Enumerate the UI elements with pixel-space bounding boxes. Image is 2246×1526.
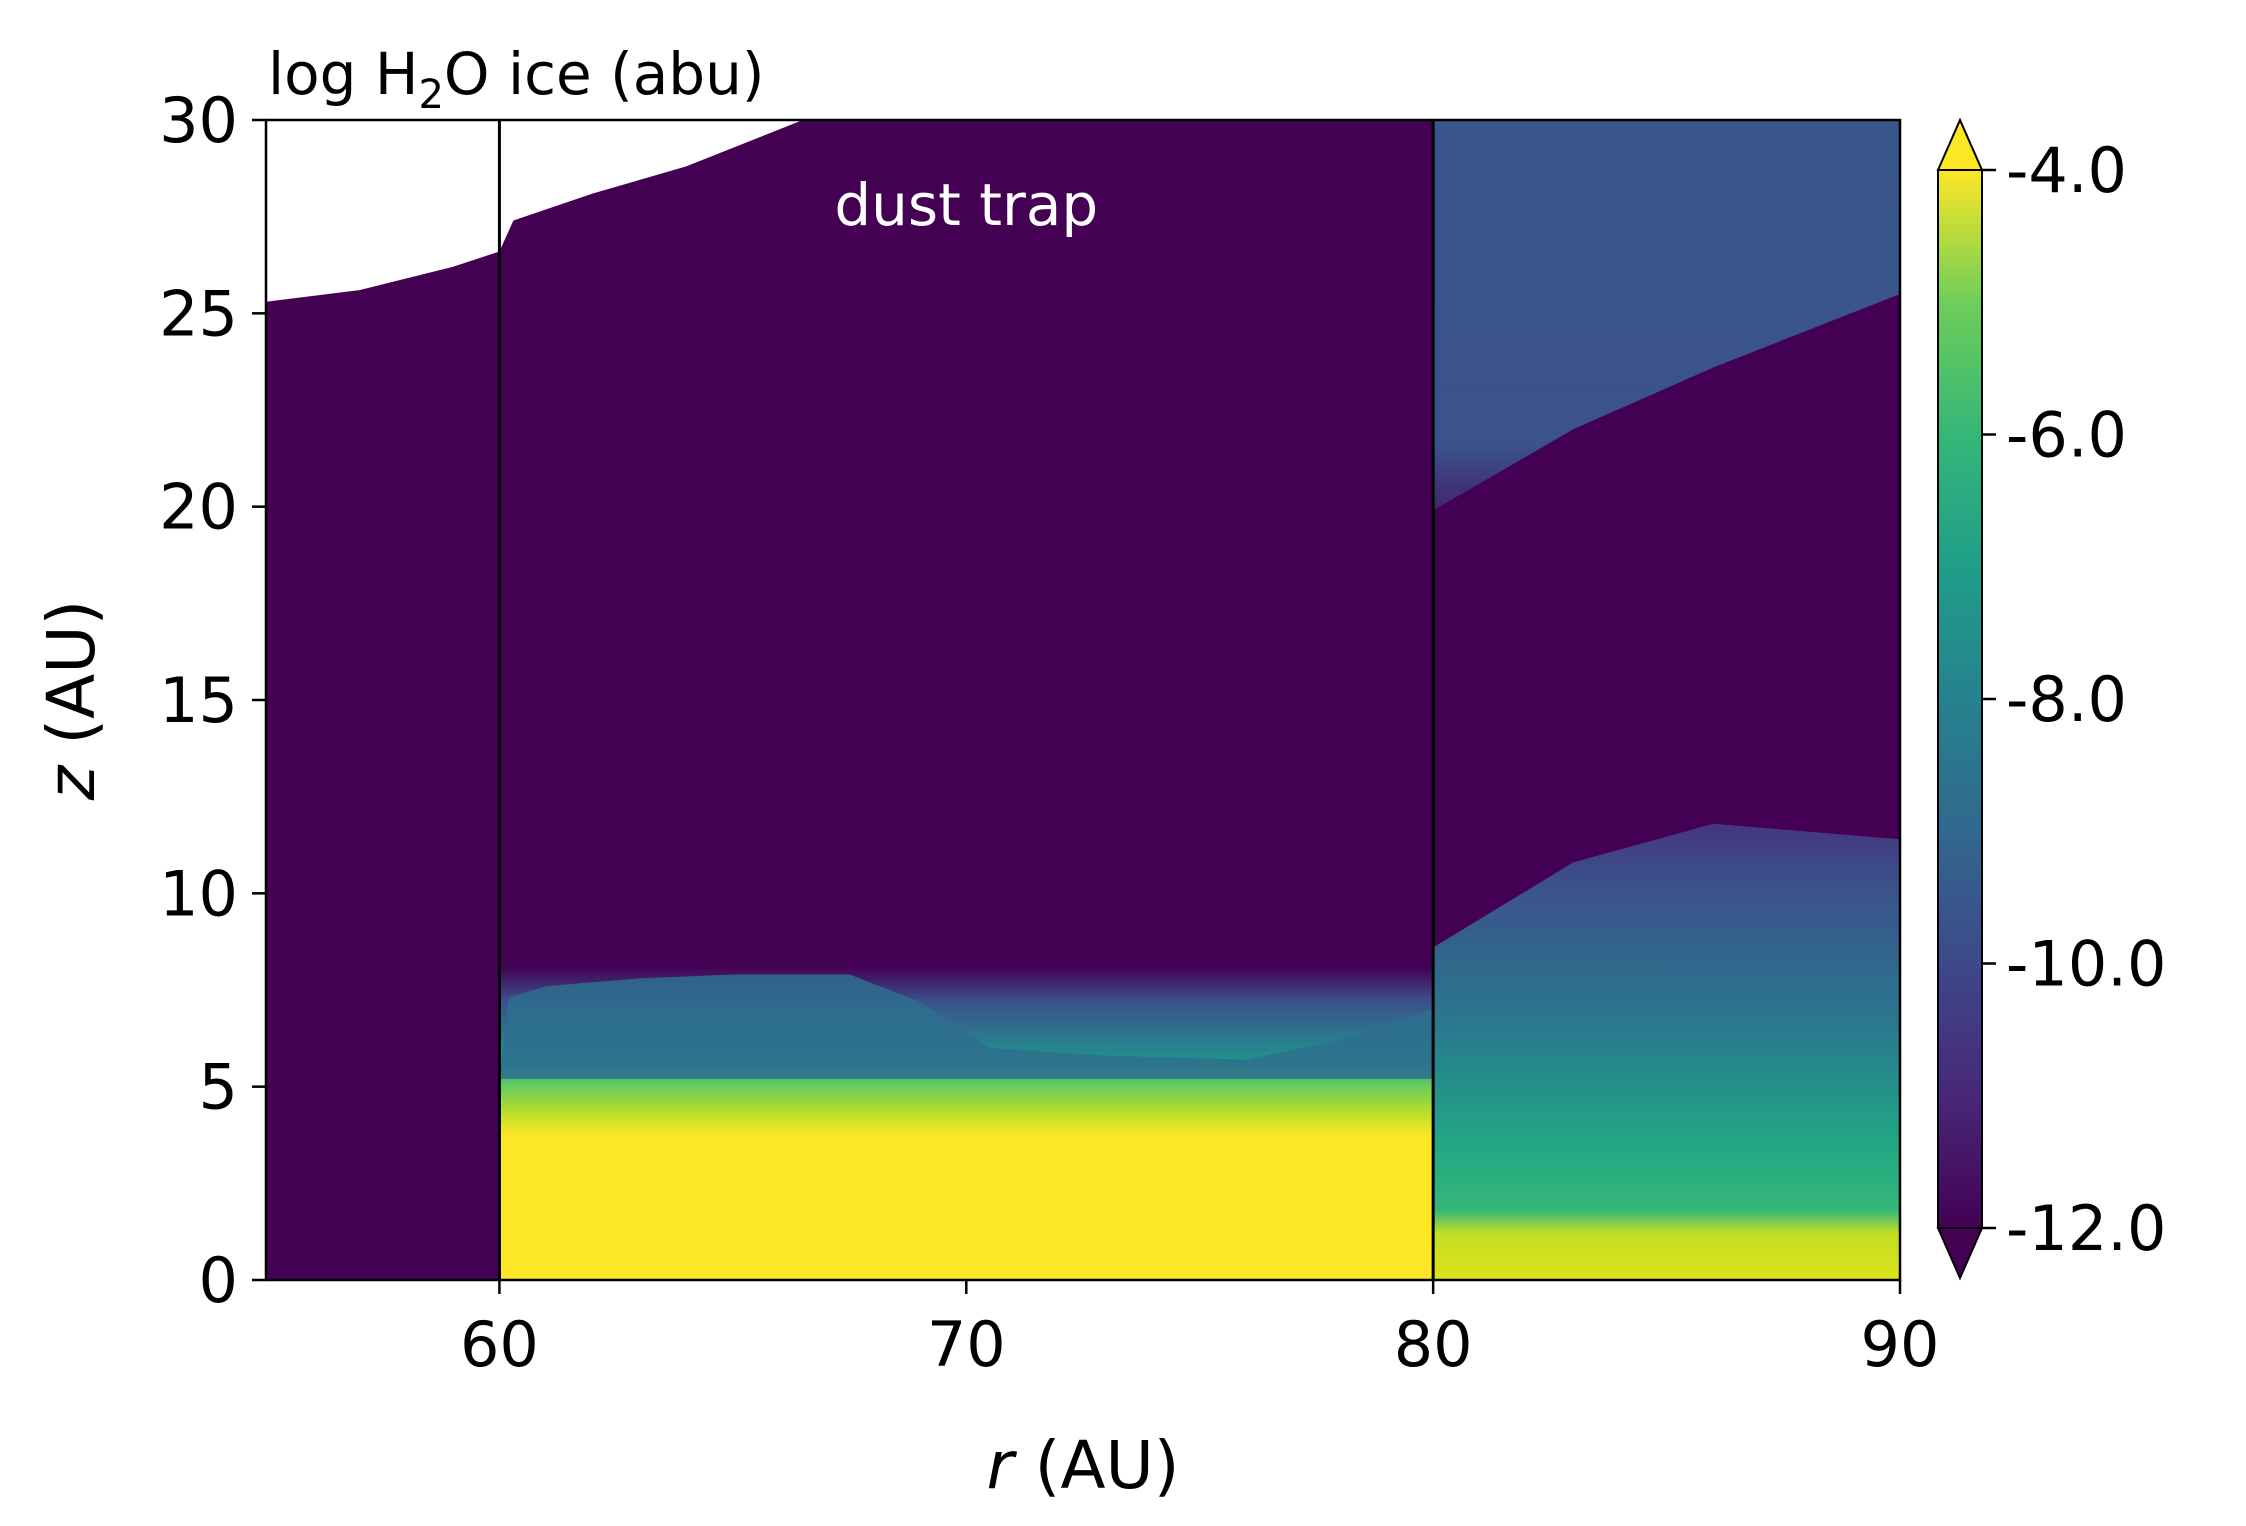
region-outer-diagonal-band — [1433, 294, 1900, 948]
title-pre: log H — [268, 40, 418, 108]
chart-title: log H2O ice (abu) — [268, 40, 765, 118]
colorbar-gradient — [1937, 169, 1983, 1229]
x-axis-unit: (AU) — [1014, 1427, 1180, 1504]
x-tick-label: 60 — [460, 1308, 539, 1381]
colorbar: -12.0 -10.0 -8.0 -6.0 -4.0 — [1936, 117, 2166, 1281]
x-axis-var: r — [986, 1427, 1017, 1504]
y-axis-label: z (AU) — [33, 600, 110, 802]
y-tick-label: 10 — [159, 857, 238, 930]
region-dust-trap-plume — [499, 974, 1434, 1079]
colorbar-tick-label: -4.0 — [2006, 134, 2127, 207]
title-post: O ice (abu) — [444, 40, 765, 108]
plot-area — [266, 120, 1900, 1280]
colorbar-tick-label: -8.0 — [2006, 663, 2127, 736]
y-tick-label: 15 — [159, 664, 238, 737]
x-axis-ticks: 60 70 80 90 — [460, 1280, 1939, 1381]
y-axis-unit: (AU) — [33, 600, 110, 766]
x-axis-label: r (AU) — [986, 1427, 1179, 1504]
y-axis-ticks: 0 5 10 15 20 25 30 — [159, 84, 266, 1317]
x-tick-label: 90 — [1861, 1308, 1940, 1381]
colorbar-tick-label: -12.0 — [2006, 1192, 2166, 1265]
x-tick-label: 80 — [1394, 1308, 1473, 1381]
title-sub: 2 — [418, 72, 443, 118]
colorbar-tick-label: -10.0 — [2006, 928, 2166, 1001]
y-tick-label: 30 — [159, 84, 238, 157]
x-tick-label: 70 — [927, 1308, 1006, 1381]
annotation-dust-trap: dust trap — [834, 171, 1098, 239]
y-tick-label: 20 — [159, 471, 238, 544]
colorbar-tick-label: -6.0 — [2006, 399, 2127, 472]
region-inner-disk — [266, 251, 500, 1280]
colorbar-ticks: -12.0 -10.0 -8.0 -6.0 -4.0 — [1982, 134, 2166, 1265]
y-tick-label: 0 — [199, 1244, 238, 1317]
y-axis-var: z — [33, 764, 110, 801]
y-tick-label: 25 — [159, 277, 238, 350]
colorbar-extend-min — [1936, 1227, 1984, 1281]
colorbar-extend-max — [1936, 117, 1984, 171]
region-dust-trap — [499, 120, 1434, 1280]
y-tick-label: 5 — [199, 1051, 238, 1124]
